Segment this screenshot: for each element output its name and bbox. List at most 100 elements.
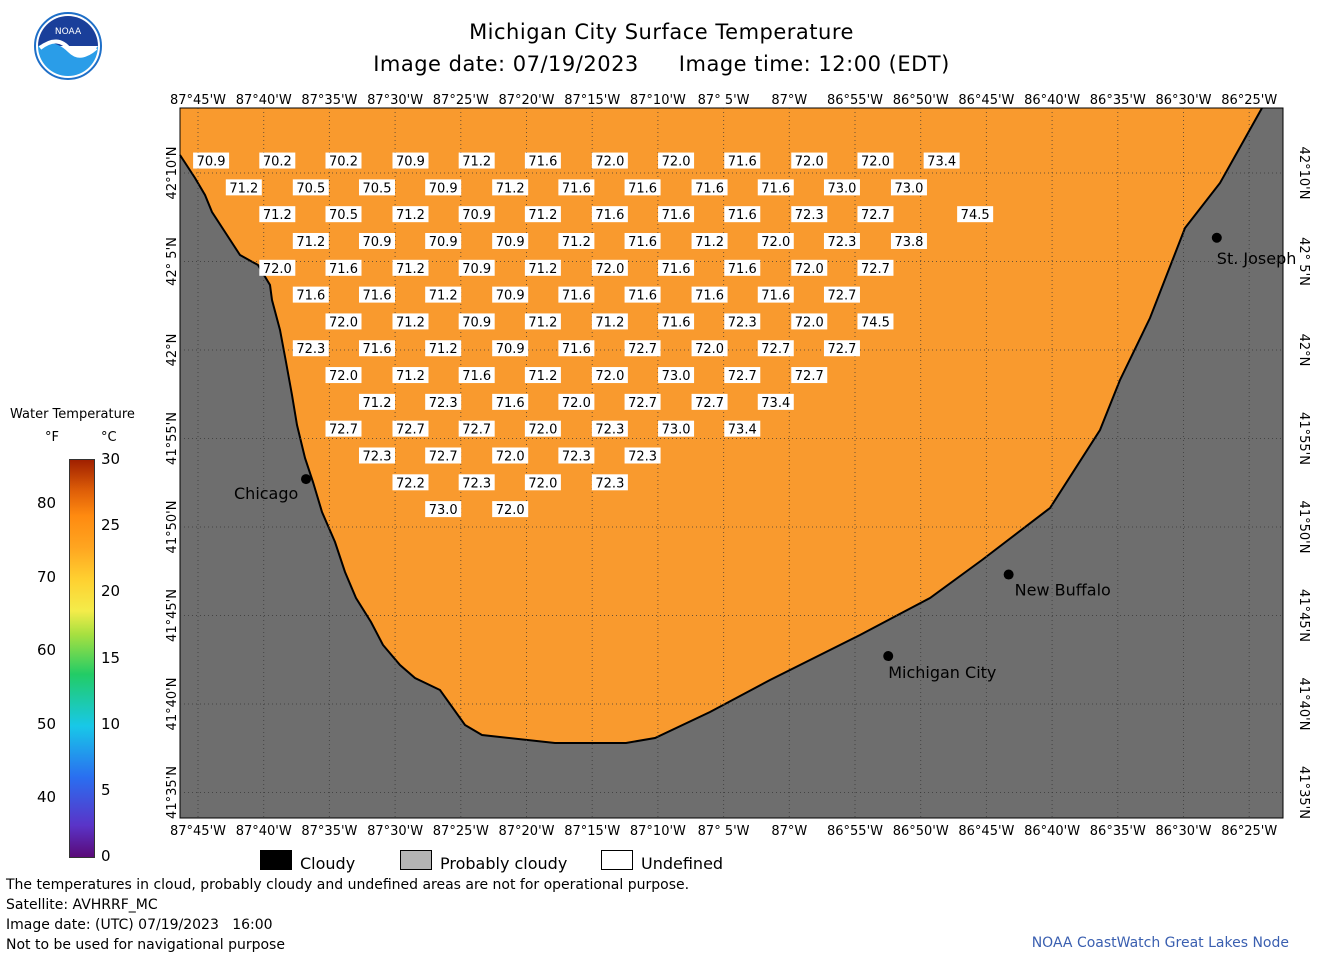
temperature-label: 72.7 — [827, 289, 856, 304]
temperature-label-bg — [691, 179, 728, 196]
temperature-label-bg — [492, 179, 529, 196]
temperature-label: 72.7 — [695, 396, 724, 411]
temperature-label: 71.2 — [695, 235, 724, 250]
lon-label-top: 86°55'W — [827, 93, 883, 108]
temperature-label-bg — [325, 152, 362, 169]
temperature-label: 71.2 — [229, 181, 258, 196]
temperature-label: 73.0 — [662, 369, 691, 384]
temperature-label: 72.3 — [462, 476, 491, 491]
city-label: St. Joseph — [1217, 249, 1297, 268]
temperature-label-bg — [524, 313, 561, 330]
lat-label-right: 42°10'N — [1296, 147, 1311, 200]
city-marker — [301, 474, 312, 485]
temperature-label: 72.3 — [562, 449, 591, 464]
temperature-label-bg — [624, 179, 661, 196]
lon-label-bottom: 86°45'W — [958, 824, 1014, 839]
lon-label-top: 87°40'W — [236, 93, 292, 108]
temperature-label-bg — [724, 420, 761, 437]
temperature-label: 72.3 — [628, 449, 657, 464]
temperature-label: 70.5 — [329, 208, 358, 223]
temperature-label: 73.0 — [662, 423, 691, 438]
temperature-label: 70.9 — [197, 155, 226, 170]
temperature-label-bg — [658, 313, 695, 330]
city-label: Michigan City — [888, 663, 996, 682]
temperature-label: 73.0 — [894, 181, 923, 196]
temperature-label-bg — [691, 393, 728, 410]
temperature-label-bg — [591, 152, 628, 169]
temperature-label: 70.9 — [496, 289, 525, 304]
temperature-label: 72.0 — [795, 315, 824, 330]
lat-label-left: 42°10'N — [165, 147, 180, 200]
temperature-label-bg — [292, 232, 329, 249]
temperature-label: 71.2 — [496, 181, 525, 196]
temperature-label: 72.0 — [795, 155, 824, 170]
temperature-label: 71.6 — [628, 235, 657, 250]
temperature-label: 72.0 — [263, 262, 292, 277]
lat-label-right: 41°35'N — [1296, 766, 1311, 819]
temperature-label-bg — [658, 259, 695, 276]
temperature-label: 73.0 — [827, 181, 856, 196]
lon-label-bottom: 87°30'W — [367, 824, 423, 839]
temperature-label: 73.4 — [761, 396, 790, 411]
temperature-label-bg — [791, 259, 828, 276]
temperature-label-bg — [624, 447, 661, 464]
temperature-label-bg — [524, 206, 561, 223]
temperature-label: 72.0 — [595, 155, 624, 170]
temperature-label-bg — [458, 152, 495, 169]
colorbar-title: Water Temperature — [10, 407, 135, 422]
temperature-label-bg — [392, 367, 429, 384]
temperature-label: 74.5 — [861, 315, 890, 330]
temperature-label: 71.6 — [595, 208, 624, 223]
temperature-label: 72.7 — [628, 396, 657, 411]
temperature-label: 70.9 — [496, 342, 525, 357]
lon-label-bottom: 86°50'W — [893, 824, 949, 839]
temperature-label-bg — [425, 340, 462, 357]
temperature-label-bg — [358, 286, 395, 303]
temperature-label-bg — [691, 286, 728, 303]
lat-label-left: 41°45'N — [165, 589, 180, 642]
temperature-label: 72.0 — [662, 155, 691, 170]
temperature-label: 72.7 — [628, 342, 657, 357]
temperature-label: 71.6 — [363, 342, 392, 357]
temperature-label: 72.7 — [329, 423, 358, 438]
temperature-label-bg — [857, 206, 894, 223]
temperature-label: 71.2 — [528, 208, 557, 223]
temperature-label: 71.6 — [363, 289, 392, 304]
temperature-label: 72.0 — [795, 262, 824, 277]
temperature-label: 72.0 — [595, 262, 624, 277]
temperature-label: 70.9 — [363, 235, 392, 250]
temperature-label-bg — [558, 232, 595, 249]
temperature-label: 71.6 — [728, 208, 757, 223]
temperature-label: 71.6 — [728, 262, 757, 277]
image-time: Image time: 12:00 (EDT) — [678, 52, 950, 76]
temperature-label: 72.3 — [595, 476, 624, 491]
temperature-label: 72.0 — [496, 449, 525, 464]
legend-probably-cloudy-swatch — [400, 850, 432, 870]
temperature-label-bg — [458, 474, 495, 491]
temperature-label-bg — [458, 206, 495, 223]
temperature-label: 71.6 — [695, 181, 724, 196]
temperature-label-bg — [425, 501, 462, 518]
temperature-label-bg — [757, 393, 794, 410]
lon-label-top: 87°30'W — [367, 93, 423, 108]
temperature-label-bg — [791, 152, 828, 169]
temperature-label-bg — [425, 393, 462, 410]
temperature-label: 72.2 — [396, 476, 425, 491]
temperature-label: 72.7 — [761, 342, 790, 357]
temperature-label-bg — [292, 340, 329, 357]
temperature-label-bg — [857, 313, 894, 330]
lon-label-bottom: 87°15'W — [564, 824, 620, 839]
temperature-label: 71.6 — [761, 289, 790, 304]
temperature-label: 72.3 — [827, 235, 856, 250]
temperature-label-bg — [259, 259, 296, 276]
lon-label-bottom: 87°40'W — [236, 824, 292, 839]
temperature-label-bg — [823, 286, 860, 303]
temperature-label-bg — [524, 259, 561, 276]
lon-label-top: 87° 5'W — [698, 93, 750, 108]
temperature-label-bg — [325, 313, 362, 330]
temperature-label-bg — [691, 340, 728, 357]
legend-undefined-label: Undefined — [641, 854, 724, 873]
lon-label-top: 87°45'W — [170, 93, 226, 108]
temperature-label-bg — [558, 340, 595, 357]
lat-label-right: 41°45'N — [1296, 589, 1311, 642]
